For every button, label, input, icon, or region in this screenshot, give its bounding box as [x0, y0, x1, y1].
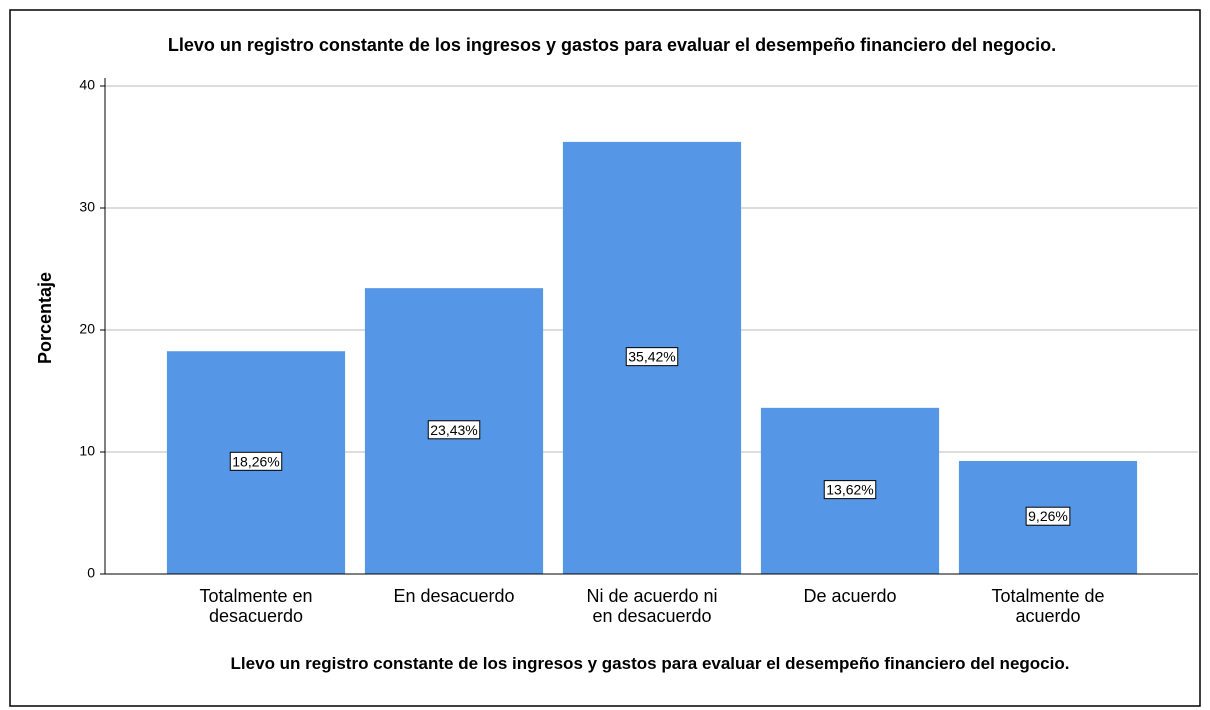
value-label-box — [229, 451, 283, 471]
value-label-box — [625, 347, 679, 367]
x-tick-label: Totalmente de acuerdo — [991, 586, 1105, 626]
y-tick-label: 10 — [79, 443, 95, 459]
value-label-box — [427, 420, 481, 440]
value-label: 18,26% — [232, 453, 279, 469]
y-tick-label: 40 — [79, 77, 95, 93]
y-tick-label: 20 — [79, 321, 95, 337]
value-label: 13,62% — [826, 482, 873, 498]
value-label-box — [823, 480, 877, 500]
x-tick-label: En desacuerdo — [393, 586, 515, 606]
value-label: 35,42% — [628, 349, 675, 365]
y-tick-label: 30 — [79, 199, 95, 215]
frame — [9, 9, 1201, 707]
value-label-box — [1025, 506, 1071, 526]
chart-title: Llevo un registro constante de los ingre… — [168, 35, 1056, 55]
y-tick-label: 0 — [87, 565, 95, 581]
x-tick-label: Totalmente en desacuerdo — [199, 586, 313, 626]
y-axis-title: Porcentaje — [35, 272, 55, 364]
value-label: 23,43% — [430, 422, 477, 438]
x-tick-label: De acuerdo — [803, 586, 897, 606]
x-axis-title: Llevo un registro constante de los ingre… — [230, 654, 1070, 673]
value-label: 9,26% — [1028, 508, 1068, 524]
x-tick-label: Ni de acuerdo ni en desacuerdo — [586, 586, 718, 626]
